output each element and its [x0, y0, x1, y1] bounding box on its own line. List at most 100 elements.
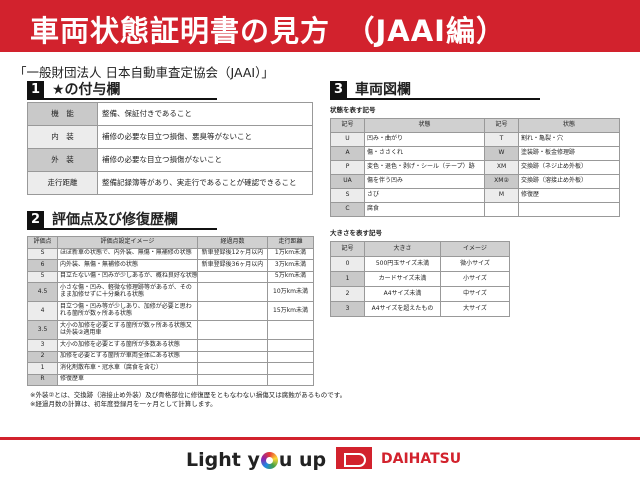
table-cell: さび [364, 188, 485, 203]
table-row: 内 装補修の必要な目立つ損傷、悪臭等がないこと [27, 125, 313, 149]
table-cell: 6 [27, 259, 58, 272]
table-cell: 1万km未満 [267, 247, 314, 260]
table-cell: 割れ・亀裂・穴 [518, 132, 620, 147]
table-cell [197, 339, 268, 352]
section-title: 評価点及び修復歴欄 [52, 212, 178, 228]
table-row: 3.5 大小の加修を必要とする箇所が数ヶ所ある状態又は外装②適用車 [27, 320, 314, 340]
state-table: 記号 状態 記号 状態 U 凹み・曲がり T 割れ・亀裂・穴 A 傷・ささくれ W 塗装跡・板金修理跡… [330, 118, 620, 217]
table-cell: ほぼ新車の状態で、内外装、無傷・無補修の状態 [57, 247, 198, 260]
size-caption: 大きさを表す記号 [330, 229, 382, 237]
table-cell: S [27, 247, 58, 260]
page-title: 車両状態証明書の見方 （JAAI編） [0, 0, 640, 52]
table-cell [267, 350, 314, 363]
table-cell: 凹み・曲がり [364, 132, 485, 147]
table-cell [267, 339, 314, 352]
table-cell: 交換跡（溶接止め外板） [518, 174, 620, 189]
table-cell: C [330, 202, 365, 217]
table-row: 機 能整備、保証付きであること [27, 102, 313, 126]
table-cell [267, 362, 314, 375]
table-cell: A4サイズ未満 [364, 286, 441, 302]
table-cell [197, 282, 268, 302]
row-label: 機 能 [27, 102, 98, 126]
section2-body: 評価点 評価点設定イメージ 経過月数 走行距離 S ほぼ新車の状態で、内外装、無傷・無補修… [27, 236, 346, 409]
column-header: 状態 [364, 118, 485, 133]
table-row: 外 装補修の必要な目立つ損傷がないこと [27, 148, 313, 172]
size-table: 記号 大きさ イメージ 0 500円玉サイズ未満 微小サイズ 1 カードサイズ未満 小サイズ 2 A… [330, 241, 510, 317]
row-label: 走行距離 [27, 171, 98, 195]
table-cell: 1 [27, 362, 58, 375]
column-header: 評価点設定イメージ [57, 236, 198, 249]
table-cell: 15万km未満 [267, 301, 314, 321]
section-number: 2 [27, 210, 44, 228]
column-header: イメージ [440, 241, 510, 257]
daihatsu-logo-icon [336, 447, 372, 469]
table-cell: 3.5 [27, 320, 58, 340]
table-cell: A4サイズを超えたもの [364, 301, 441, 317]
table-cell: 新車登録後12ヶ月以内 [197, 247, 268, 260]
table-cell: P [330, 160, 365, 175]
column-header: 走行距離 [267, 236, 314, 249]
table-row: R 修復歴車 [27, 373, 314, 386]
table-cell: 10万km未満 [267, 282, 314, 302]
table-cell: 大小の加修を必要とする箇所が数ヶ所ある状態又は外装②適用車 [57, 320, 198, 340]
table-cell [197, 320, 268, 340]
note: ※経過月数の計算は、初年度登録月を一ヶ月として計算します。 [30, 400, 217, 408]
section2-heading: 2 評価点及び修復歴欄 [27, 210, 217, 230]
table-cell: 4.5 [27, 282, 58, 302]
table-cell: 小さな傷・凹み、軽微な修理跡等があるが、そのまま加修せずに十分乗れる状態 [57, 282, 198, 302]
row-text: 整備、保証付きであること [97, 102, 313, 126]
table-cell: 大サイズ [440, 301, 510, 317]
table-row: C 腐食 [330, 202, 620, 217]
table-cell: 修復歴 [518, 188, 620, 203]
table-cell: M [484, 188, 519, 203]
column-header: 大きさ [364, 241, 441, 257]
table-cell: 中サイズ [440, 286, 510, 302]
table-row: 3 A4サイズを超えたもの 大サイズ [330, 301, 510, 317]
table-cell: 500円玉サイズ未満 [364, 256, 441, 272]
table-row: S ほぼ新車の状態で、内外装、無傷・無補修の状態 新車登録後12ヶ月以内 1万km未満 [27, 247, 314, 260]
table-row: S さび M 修復歴 [330, 188, 620, 203]
table-row: 走行距離 整備記録簿等があり、実走行であることが確認できること [27, 171, 313, 195]
table-cell: 腐食 [364, 202, 485, 217]
table-cell: 新車登録後36ヶ月以内 [197, 259, 268, 272]
subtitle: 「一般財団法人 日本自動車査定協会（JAAI）」 [14, 65, 274, 80]
table-cell: 消化剤散布車・冠水車（腐食を含む） [57, 362, 198, 375]
table-cell: 変色・退色・剥げ・シール（テープ）跡 [364, 160, 485, 175]
row-label: 内 装 [27, 125, 98, 149]
column-header: 経過月数 [197, 236, 268, 249]
table-row: 4.5 小さな傷・凹み、軽微な修理跡等があるが、そのまま加修せずに十分乗れる状態 1… [27, 282, 314, 302]
table-row: 3 大小の加修を必要とする箇所が多数ある状態 [27, 339, 314, 352]
table-cell: XM② [484, 174, 519, 189]
table-cell: カードサイズ未満 [364, 271, 441, 287]
table-cell: 3 [27, 339, 58, 352]
table-cell: T [484, 132, 519, 147]
table-cell: 微小サイズ [440, 256, 510, 272]
table-row: 0 500円玉サイズ未満 微小サイズ [330, 256, 510, 272]
table-cell: W [484, 146, 519, 161]
row-text: 補修の必要な目立つ損傷がないこと [97, 148, 313, 172]
section1-heading: 1 ★の付与欄 [27, 80, 217, 100]
table-cell: S [330, 188, 365, 203]
table-cell [197, 373, 268, 386]
table-cell: 傷を伴う凹み [364, 174, 485, 189]
rainbow-o-icon [260, 451, 278, 469]
table-row: 1 カードサイズ未満 小サイズ [330, 271, 510, 287]
table-row: 5 目立たない傷・凹みが少しあるが、概ね良好な状態 5万km未満 [27, 270, 314, 283]
table-cell [518, 202, 620, 217]
table-cell: 大小の加修を必要とする箇所が多数ある状態 [57, 339, 198, 352]
column-header: 状態 [518, 118, 620, 133]
table-row: 1 消化剤散布車・冠水車（腐食を含む） [27, 362, 314, 375]
row-label: 外 装 [27, 148, 98, 172]
table-row: 6 内外装、無傷・無補修の状態 新車登録後36ヶ月以内 3万km未満 [27, 259, 314, 272]
table-row: UA 傷を伴う凹み XM② 交換跡（溶接止め外板） [330, 174, 620, 189]
table-cell: 5 [27, 270, 58, 283]
row-text: 整備記録簿等があり、実走行であることが確認できること [97, 171, 313, 195]
table-cell: 3 [330, 301, 365, 317]
table-row: P 変色・退色・剥げ・シール（テープ）跡 XM 交換跡（ネジ止め外板） [330, 160, 620, 175]
table-cell: 傷・ささくれ [364, 146, 485, 161]
table-cell: 1 [330, 271, 365, 287]
section3-heading: 3 車両図欄 [330, 80, 540, 100]
table-cell: R [27, 373, 58, 386]
table-cell: 0 [330, 256, 365, 272]
table-cell: 加修を必要とする箇所が車両全体にある状態 [57, 350, 198, 363]
